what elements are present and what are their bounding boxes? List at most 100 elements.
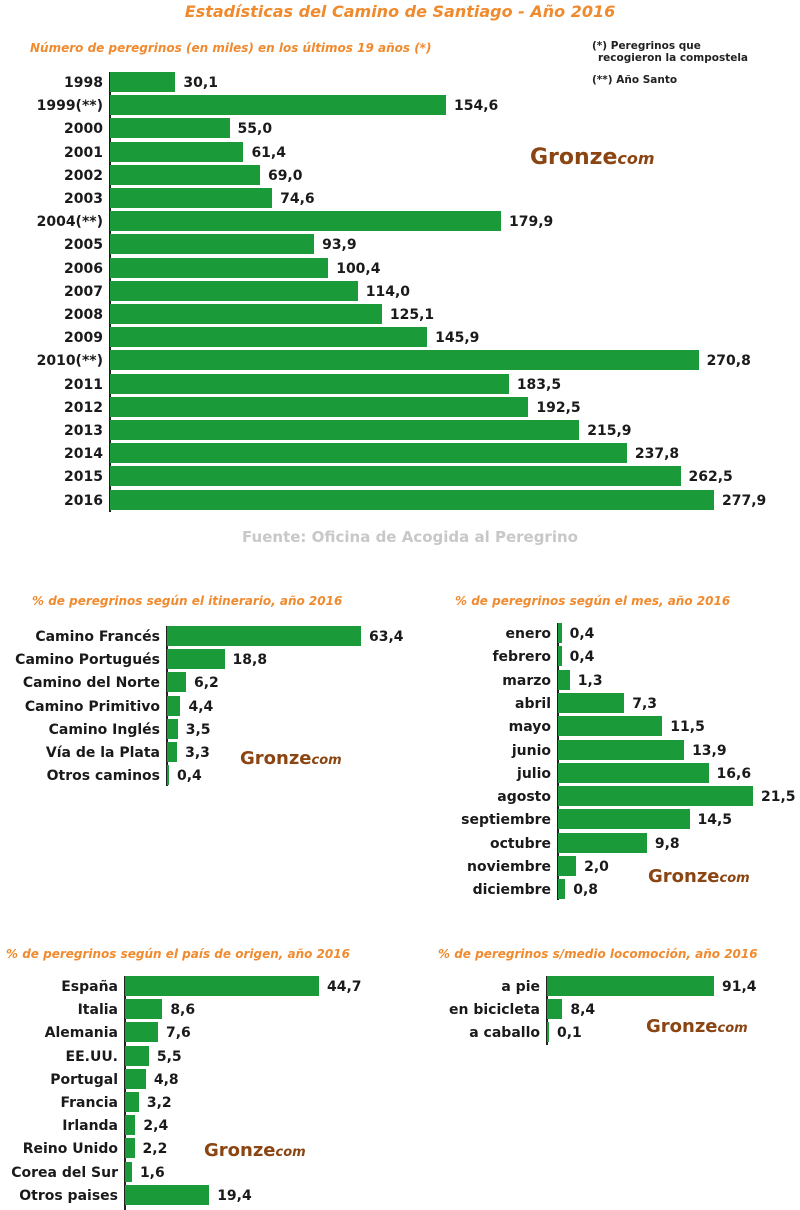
value-label: 2,0	[584, 859, 609, 875]
category-label: Francia	[60, 1095, 118, 1111]
category-label: 2004(**)	[36, 214, 103, 231]
bar	[110, 141, 244, 162]
bar	[110, 188, 273, 208]
value-label: 30,1	[183, 75, 218, 91]
chart-title-transport: % de peregrinos s/medio locomoción, año …	[438, 947, 758, 961]
bar	[558, 646, 562, 667]
value-label: 61,4	[251, 144, 286, 161]
category-label: Otros caminos	[46, 768, 160, 785]
bar	[167, 718, 178, 739]
value-label: 91,4	[722, 979, 757, 995]
value-label: 11,5	[670, 719, 705, 736]
category-label: 2006	[64, 260, 103, 277]
category-label: 2015	[64, 469, 103, 486]
value-label: 7,6	[165, 1025, 191, 1042]
value-label: 8,6	[170, 1002, 196, 1019]
category-label: 1998	[64, 75, 103, 91]
main-title: Estadísticas del Camino de Santiago - Añ…	[184, 2, 616, 21]
category-label: Camino del Norte	[22, 675, 160, 692]
category-label: 2011	[64, 376, 103, 393]
bar	[125, 1184, 210, 1205]
value-label: 63,4	[369, 629, 404, 645]
bar	[110, 327, 428, 348]
value-label: 16,6	[716, 765, 752, 782]
value-label: 7,3	[632, 695, 658, 712]
note-compostela-line-two: recogieron la compostela	[598, 52, 749, 64]
value-label: 14,5	[697, 812, 733, 829]
category-label: 1999(**)	[36, 98, 103, 115]
axis-line	[557, 623, 559, 900]
category-label: 2012	[64, 399, 103, 416]
chart-title-years: Número de peregrinos (en miles) en los ú…	[30, 41, 432, 55]
value-label: 2,2	[142, 1141, 168, 1158]
value-label: 6,2	[193, 675, 219, 692]
value-label: 5,5	[156, 1048, 182, 1065]
value-label: 192,5	[536, 399, 581, 416]
value-label: 74,6	[280, 191, 315, 207]
value-label: 3,2	[146, 1095, 172, 1111]
value-label: 270,8	[706, 353, 751, 370]
bar	[110, 164, 260, 185]
note-holy-year: (**) Año Santo	[592, 74, 678, 86]
category-label: en bicicleta	[449, 1002, 540, 1019]
gronze-logo-transport: Gronzecom	[646, 1016, 748, 1037]
bar	[110, 211, 501, 232]
category-label: 2005	[64, 237, 103, 254]
bar	[125, 1092, 139, 1112]
bar	[125, 1138, 135, 1159]
bar	[125, 1161, 132, 1182]
category-label: Camino Primitivo	[24, 698, 160, 715]
category-label: marzo	[502, 672, 551, 689]
value-label: 145,9	[435, 330, 480, 347]
value-label: 0,8	[573, 882, 599, 899]
bar	[110, 443, 627, 464]
category-label: Camino Inglés	[48, 721, 160, 738]
category-label: 2001	[64, 144, 103, 161]
bar	[110, 466, 681, 487]
value-label: 3,5	[185, 721, 211, 738]
bar	[110, 280, 358, 301]
bar	[110, 72, 176, 92]
value-label: 19,4	[217, 1187, 252, 1204]
category-label: a caballo	[469, 1025, 540, 1042]
bar	[547, 1022, 549, 1043]
category-label: 2014	[64, 446, 103, 463]
category-label: 2003	[64, 191, 103, 207]
category-label: España	[61, 979, 118, 995]
bar	[110, 420, 580, 440]
category-label: 2010(**)	[36, 353, 103, 370]
bar	[558, 716, 663, 737]
value-label: 100,4	[336, 260, 381, 277]
category-label: 2002	[64, 167, 103, 184]
category-label: Portugal	[50, 1071, 118, 1088]
gronze-logo-country: Gronzecom	[204, 1140, 306, 1161]
value-label: 4,8	[153, 1071, 179, 1088]
value-label: 44,7	[327, 979, 362, 995]
category-label: abril	[515, 695, 551, 712]
value-label: 21,5	[761, 789, 796, 806]
category-label: enero	[505, 626, 551, 642]
value-label: 69,0	[267, 167, 303, 184]
value-label: 215,9	[587, 423, 632, 439]
value-label: 4,4	[188, 698, 214, 715]
bar	[110, 489, 714, 510]
chart-title-month: % de peregrinos según el mes, año 2016	[455, 594, 731, 608]
bar	[558, 832, 647, 853]
value-label: 55,0	[237, 121, 273, 138]
value-label: 0,4	[569, 626, 595, 642]
category-label: 2013	[64, 423, 103, 439]
category-label: 2007	[64, 283, 103, 300]
value-label: 0,4	[177, 768, 202, 785]
category-label: Vía de la Plata	[45, 745, 160, 761]
value-label: 9,8	[654, 835, 680, 852]
note-compostela: (*) Peregrinos que	[592, 40, 701, 52]
category-label: Irlanda	[62, 1118, 118, 1135]
category-label: 2016	[64, 492, 103, 509]
bar	[125, 1115, 136, 1136]
bar	[110, 257, 329, 278]
category-label: a pie	[501, 979, 540, 995]
gronze-logo: Gronzecom	[530, 145, 655, 170]
value-label: 3,3	[185, 745, 210, 761]
value-label: 8,4	[570, 1002, 596, 1019]
value-label: 277,9	[722, 492, 767, 509]
